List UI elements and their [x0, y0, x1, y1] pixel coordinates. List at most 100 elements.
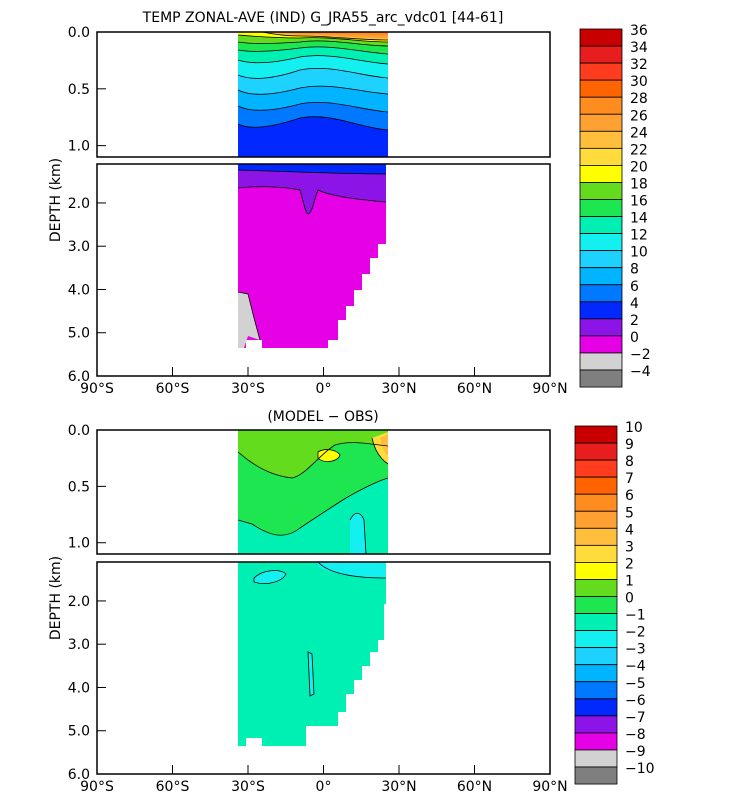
- x-tick-label: 90°N: [532, 381, 567, 397]
- colorbar-swatch: [579, 28, 623, 47]
- colorbar-swatch: [574, 698, 618, 717]
- colorbar-label: 18: [630, 176, 648, 192]
- colorbar-swatch: [574, 613, 618, 631]
- colorbar-label: −2: [625, 625, 646, 641]
- colorbar-swatch: [579, 113, 623, 132]
- colorbar-label: −10: [625, 761, 655, 777]
- x-tick-label: 60°N: [457, 381, 492, 397]
- colorbar-swatch: [574, 664, 618, 683]
- colorbar-label: 6: [630, 279, 639, 295]
- colorbar-label: −2: [630, 347, 651, 363]
- colorbar-label: −4: [630, 364, 651, 380]
- y-tick-label: 4.0: [68, 282, 90, 298]
- colorbar-label: 4: [625, 522, 634, 538]
- temperature-upper-fill: [237, 32, 389, 157]
- colorbar-swatch: [579, 250, 623, 269]
- colorbar-swatch: [579, 318, 623, 337]
- colorbar-swatch: [574, 596, 618, 614]
- colorbar-label: 3: [625, 539, 634, 555]
- difference-y-axis-label: DEPTH (km): [48, 556, 64, 640]
- colorbar-swatch: [579, 216, 623, 235]
- colorbar-label: 12: [630, 228, 648, 244]
- colorbar-swatch: [574, 647, 618, 666]
- x-tick-label: 90°S: [80, 779, 114, 795]
- y-tick-label: 0.0: [68, 25, 90, 41]
- x-tick-label: 30°N: [381, 381, 416, 397]
- x-tick-label: 60°S: [156, 779, 190, 795]
- colorbar-label: 20: [630, 159, 648, 175]
- colorbar-label: 5: [625, 505, 634, 521]
- y-tick-label: 4.0: [68, 680, 90, 696]
- temperature-axes: 90°S 60°S 30°S 0° 30°N 60°N 90°N 0.0 0.5 1.0 2.0 3.…: [68, 25, 568, 397]
- y-tick-label: 0.5: [68, 479, 90, 495]
- colorbar-label: 6: [625, 488, 634, 504]
- colorbar-label: 0: [625, 591, 634, 607]
- colorbar-swatch: [579, 96, 623, 115]
- colorbar-swatch: [579, 182, 623, 200]
- colorbar-swatch: [574, 681, 618, 700]
- colorbar-label: 10: [630, 245, 648, 261]
- colorbar-swatch: [579, 352, 623, 371]
- colorbar-label: 34: [630, 40, 648, 56]
- x-tick-label: 30°N: [381, 779, 416, 795]
- y-tick-label: 2.0: [68, 594, 90, 610]
- colorbar-label: 0: [630, 330, 639, 346]
- y-tick-label: 0.0: [68, 423, 90, 439]
- colorbar-label: 8: [625, 454, 634, 470]
- colorbar-label: −3: [625, 642, 646, 658]
- colorbar-label: 28: [630, 91, 648, 107]
- colorbar-swatch: [574, 442, 618, 461]
- colorbar-swatch: [574, 749, 618, 768]
- y-tick-label: 5.0: [68, 326, 90, 342]
- colorbar-swatch: [579, 130, 623, 149]
- y-tick-label: 0.5: [68, 82, 90, 98]
- colorbar-label: 26: [630, 108, 648, 124]
- x-tick-label: 90°S: [80, 381, 114, 397]
- colorbar-label: 10: [625, 420, 643, 436]
- colorbar-label: −5: [625, 676, 646, 692]
- temperature-y-axis-label: DEPTH (km): [48, 158, 64, 242]
- colorbar-label: 7: [625, 471, 634, 487]
- colorbar-swatch: [579, 267, 623, 286]
- colorbar-swatch: [574, 715, 618, 734]
- colorbar-label: −9: [625, 744, 646, 760]
- colorbar-swatch: [579, 164, 623, 183]
- colorbar-label: −6: [625, 693, 646, 709]
- x-tick-label: 0°: [316, 779, 332, 795]
- y-tick-label: 6.0: [68, 767, 90, 783]
- difference-chart-title: (MODEL − OBS): [267, 409, 378, 425]
- x-tick-label: 30°S: [231, 381, 265, 397]
- x-tick-label: 60°S: [156, 381, 190, 397]
- x-tick-label: 0°: [316, 381, 332, 397]
- colorbar-label: 1: [625, 573, 634, 589]
- colorbar-label: 32: [630, 57, 648, 73]
- x-tick-label: 60°N: [457, 779, 492, 795]
- colorbar-label: −1: [625, 608, 646, 624]
- colorbar-swatch: [574, 562, 618, 580]
- y-tick-label: 6.0: [68, 369, 90, 385]
- temperature-lower-fill: [237, 164, 387, 348]
- colorbar-label: 4: [630, 296, 639, 312]
- colorbar-swatch: [579, 301, 623, 320]
- temperature-upper-frame: [96, 31, 551, 158]
- difference-chart: (MODEL − OBS): [48, 409, 655, 795]
- colorbar-label: 8: [630, 262, 639, 278]
- colorbar-label: 16: [630, 194, 648, 210]
- colorbar-label: −8: [625, 727, 646, 743]
- y-tick-label: 3.0: [68, 637, 90, 653]
- colorbar-swatch: [574, 493, 618, 512]
- colorbar-label: 36: [630, 23, 648, 39]
- y-tick-label: 3.0: [68, 239, 90, 255]
- colorbar-swatch: [574, 510, 618, 529]
- colorbar-label: −7: [625, 710, 646, 726]
- y-tick-label: 1.0: [68, 536, 90, 552]
- colorbar-swatch: [574, 544, 618, 563]
- temperature-chart: TEMP ZONAL-AVE (IND) G_JRA55_arc_vdc01 […: [48, 10, 651, 397]
- temperature-chart-title: TEMP ZONAL-AVE (IND) G_JRA55_arc_vdc01 […: [142, 10, 504, 26]
- colorbar-swatch: [574, 766, 618, 785]
- difference-axes: 90°S 60°S 30°S 0° 30°N 60°N 90°N 0.0 0.5 1.0 2.0 3.…: [68, 423, 568, 795]
- colorbar-swatch: [579, 369, 623, 388]
